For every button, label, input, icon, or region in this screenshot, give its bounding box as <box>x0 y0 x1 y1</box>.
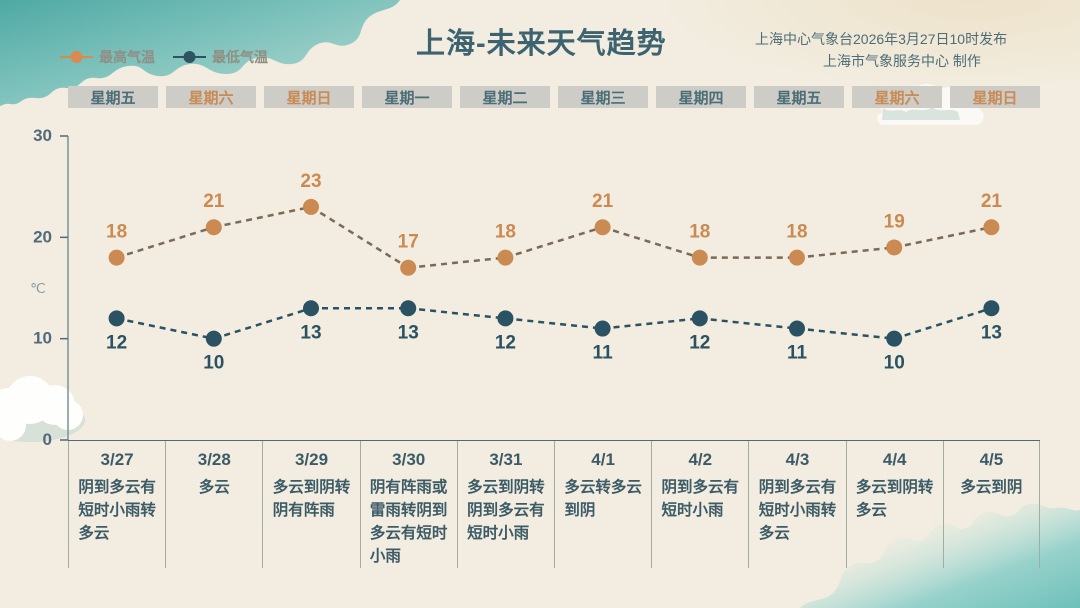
svg-text:21: 21 <box>981 191 1003 212</box>
svg-text:23: 23 <box>300 171 321 192</box>
svg-text:21: 21 <box>592 191 614 212</box>
svg-text:10: 10 <box>203 353 224 374</box>
svg-text:11: 11 <box>787 343 808 364</box>
svg-text:30: 30 <box>33 126 52 145</box>
svg-text:13: 13 <box>300 322 321 343</box>
svg-text:12: 12 <box>495 332 516 353</box>
svg-text:18: 18 <box>689 222 710 243</box>
svg-text:℃: ℃ <box>30 280 46 296</box>
svg-text:12: 12 <box>689 332 710 353</box>
svg-text:13: 13 <box>398 322 419 343</box>
svg-text:12: 12 <box>106 332 127 353</box>
svg-text:21: 21 <box>203 191 225 212</box>
svg-text:17: 17 <box>398 232 419 253</box>
svg-text:18: 18 <box>495 222 516 243</box>
svg-text:10: 10 <box>33 329 52 348</box>
svg-text:0: 0 <box>43 430 52 449</box>
svg-text:19: 19 <box>884 211 905 232</box>
svg-text:10: 10 <box>884 353 905 374</box>
svg-text:18: 18 <box>786 222 807 243</box>
svg-text:18: 18 <box>106 222 127 243</box>
svg-text:20: 20 <box>33 227 52 246</box>
svg-text:11: 11 <box>593 343 614 364</box>
svg-text:13: 13 <box>981 322 1002 343</box>
